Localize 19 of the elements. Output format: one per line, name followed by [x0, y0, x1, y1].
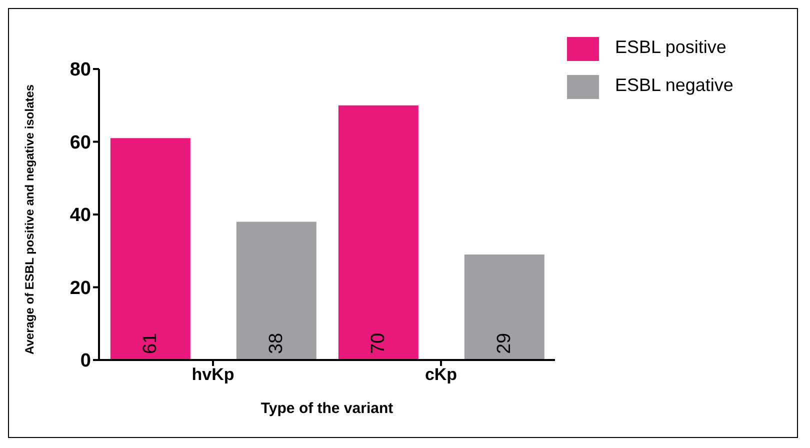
- y-tick-label: 80: [70, 60, 91, 81]
- x-tick-label: hvKp: [192, 365, 234, 384]
- data-label: 38: [266, 332, 287, 354]
- legend-label: ESBL negative: [615, 75, 734, 95]
- legend-label: ESBL positive: [615, 37, 726, 57]
- bar: [338, 105, 418, 360]
- bar: [110, 138, 190, 360]
- y-tick-label: 20: [70, 278, 91, 299]
- x-tick-label: cKp: [424, 365, 458, 384]
- x-axis-title: Type of the variant: [260, 400, 394, 417]
- data-label: 29: [494, 332, 515, 354]
- y-axis-title: Average of ESBL positive and negative isolates: [22, 84, 36, 354]
- y-tick-label: 40: [70, 205, 91, 226]
- data-label: 61: [140, 332, 161, 354]
- y-tick-label: 0: [80, 350, 91, 372]
- data-label: 70: [368, 332, 389, 354]
- bar: [464, 254, 544, 360]
- bar: [236, 222, 316, 360]
- y-tick-label: 60: [70, 132, 91, 154]
